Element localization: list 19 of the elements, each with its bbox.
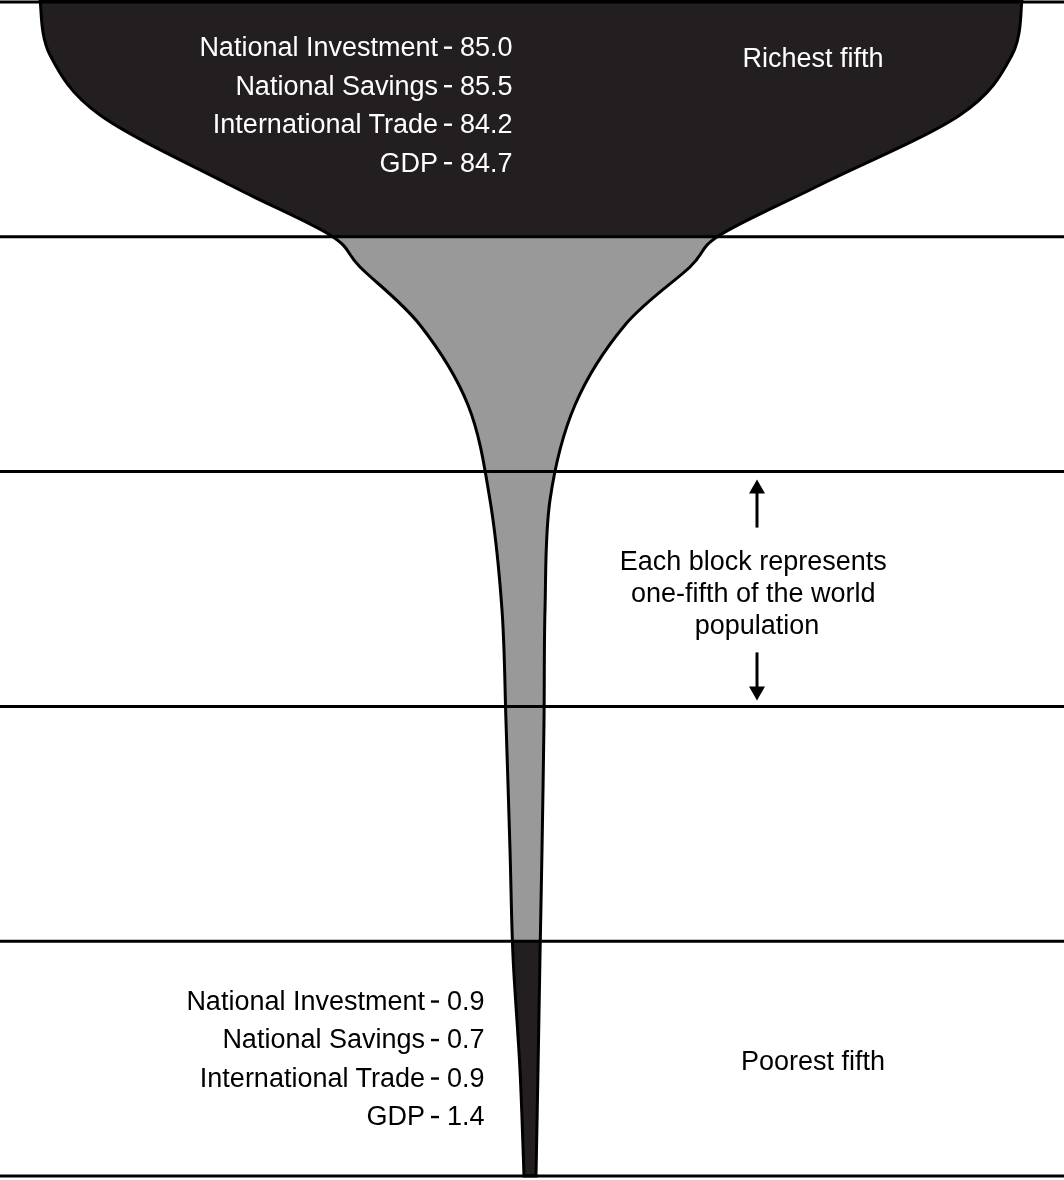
legend-label: GDP [379,147,438,178]
category-label: Richest fifth [742,43,884,73]
legend-label: International Trade [212,109,438,139]
text: Each block represents one-fifth of the world population [619,546,895,640]
data-label: 0.7 [447,1024,485,1055]
legend-label: National Savings [235,70,438,101]
text: National Investment [186,985,425,1016]
data-label: 1.4 [447,1101,485,1132]
category-label: Poorest fifth [740,1045,886,1076]
data-label: 84.2 [460,109,513,139]
data-label: 85.5 [460,70,513,101]
text: International Trade [199,1062,425,1093]
data-label: 84.7 [460,147,513,178]
text: GDP [366,1101,425,1132]
data-label: 0.9 [447,985,485,1016]
data-label: 85.0 [460,32,513,62]
text: National Savings [222,1024,425,1055]
data-label: 0.9 [447,1062,485,1093]
legend-label: National Investment [199,32,439,62]
